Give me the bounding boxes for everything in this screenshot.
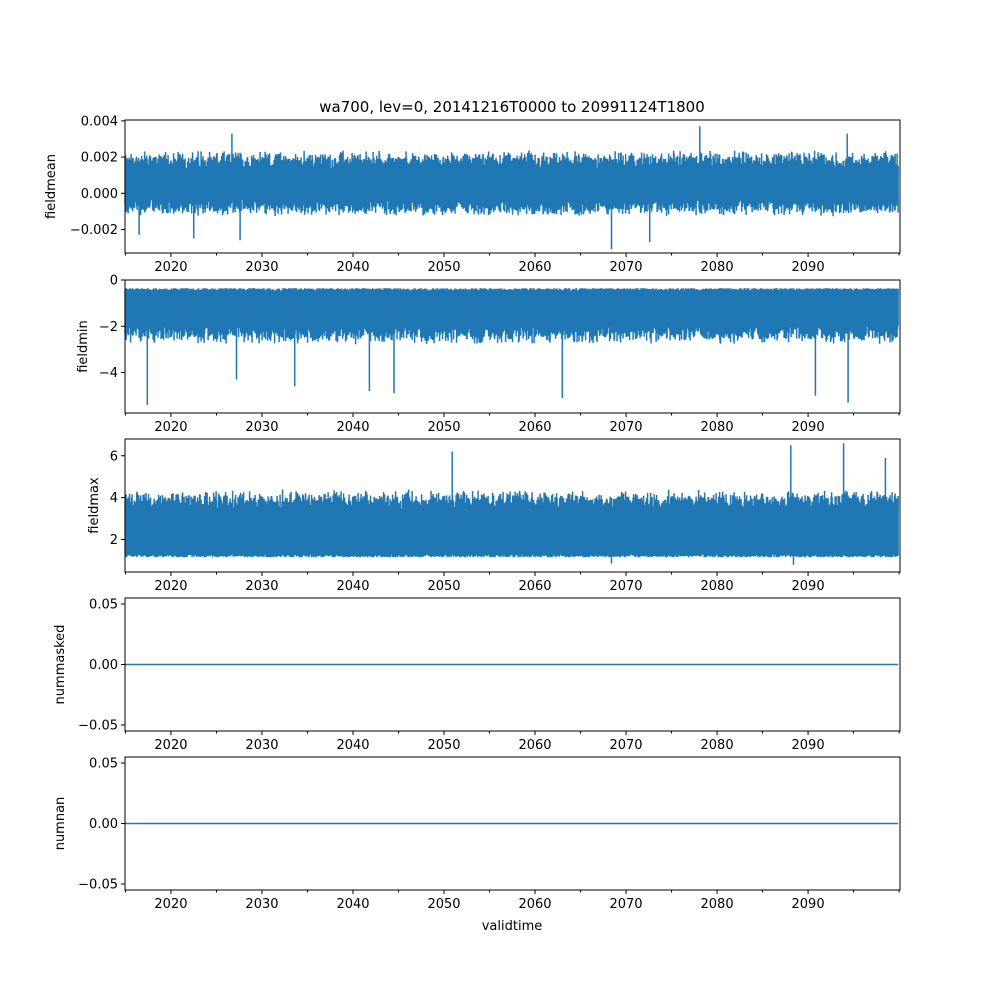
x-tick-label: 2050 [427, 579, 460, 594]
x-tick-label: 2020 [154, 738, 187, 753]
series-line [124, 288, 899, 405]
x-tick-label: 2050 [427, 738, 460, 753]
x-tick-label: 2090 [792, 579, 825, 594]
x-tick-label: 2030 [245, 420, 278, 435]
x-tick-label: 2050 [427, 897, 460, 912]
y-tick-label: 0 [110, 274, 118, 289]
x-tick-label: 2090 [792, 260, 825, 275]
y-tick-label: 0.002 [81, 151, 118, 166]
x-tick-label: 2020 [154, 579, 187, 594]
x-tick-label: 2090 [792, 738, 825, 753]
x-tick-label: 2030 [245, 260, 278, 275]
y-tick-label: 4 [110, 491, 118, 506]
y-tick-label: 0.05 [89, 598, 118, 613]
y-tick-label: 0.05 [89, 757, 118, 772]
x-tick-label: 2040 [336, 579, 369, 594]
x-tick-label: 2030 [245, 579, 278, 594]
y-tick-label: −0.05 [78, 718, 118, 733]
x-tick-label: 2040 [336, 260, 369, 275]
chart-title: wa700, lev=0, 20141216T0000 to 20991124T… [319, 98, 705, 116]
y-axis-label: nummasked [53, 625, 68, 705]
y-axis-label: fieldmax [87, 477, 102, 534]
x-tick-label: 2030 [245, 738, 278, 753]
x-tick-label: 2040 [336, 420, 369, 435]
x-tick-label: 2070 [609, 579, 642, 594]
y-axis-label: numnan [53, 797, 68, 851]
x-tick-label: 2020 [154, 260, 187, 275]
y-tick-label: 0.00 [89, 817, 118, 832]
x-tick-label: 2070 [609, 897, 642, 912]
x-axis-label: validtime [482, 919, 543, 934]
y-tick-label: 0.00 [89, 658, 118, 673]
x-tick-label: 2060 [518, 579, 551, 594]
x-tick-label: 2040 [336, 897, 369, 912]
y-axis-label: fieldmin [76, 320, 91, 373]
x-tick-label: 2090 [792, 897, 825, 912]
y-tick-label: 0.000 [81, 187, 118, 202]
series-line [124, 126, 899, 250]
x-tick-label: 2080 [701, 897, 734, 912]
x-tick-label: 2080 [701, 579, 734, 594]
x-tick-label: 2060 [518, 260, 551, 275]
axes-frame [124, 279, 901, 414]
y-tick-label: −0.05 [78, 877, 118, 892]
x-tick-label: 2070 [609, 260, 642, 275]
y-tick-label: −0.002 [70, 223, 118, 238]
x-tick-label: 2040 [336, 738, 369, 753]
x-tick-label: 2090 [792, 420, 825, 435]
x-tick-label: 2050 [427, 420, 460, 435]
y-tick-label: −4 [99, 366, 118, 381]
x-tick-label: 2020 [154, 897, 187, 912]
x-tick-label: 2080 [701, 420, 734, 435]
x-tick-label: 2050 [427, 260, 460, 275]
series-line [124, 443, 899, 565]
x-tick-label: 2030 [245, 897, 278, 912]
y-axis-label: fieldmean [44, 154, 59, 219]
x-tick-label: 2020 [154, 420, 187, 435]
y-tick-label: 0.004 [81, 114, 118, 129]
axes-frame [124, 438, 901, 573]
x-tick-label: 2080 [701, 738, 734, 753]
axes-frame [124, 119, 901, 254]
x-tick-label: 2060 [518, 897, 551, 912]
x-tick-label: 2070 [609, 420, 642, 435]
x-tick-label: 2060 [518, 738, 551, 753]
x-tick-label: 2080 [701, 260, 734, 275]
x-tick-label: 2060 [518, 420, 551, 435]
y-tick-label: −2 [99, 320, 118, 335]
y-tick-label: 2 [110, 533, 118, 548]
y-tick-label: 6 [110, 449, 118, 464]
x-tick-label: 2070 [609, 738, 642, 753]
